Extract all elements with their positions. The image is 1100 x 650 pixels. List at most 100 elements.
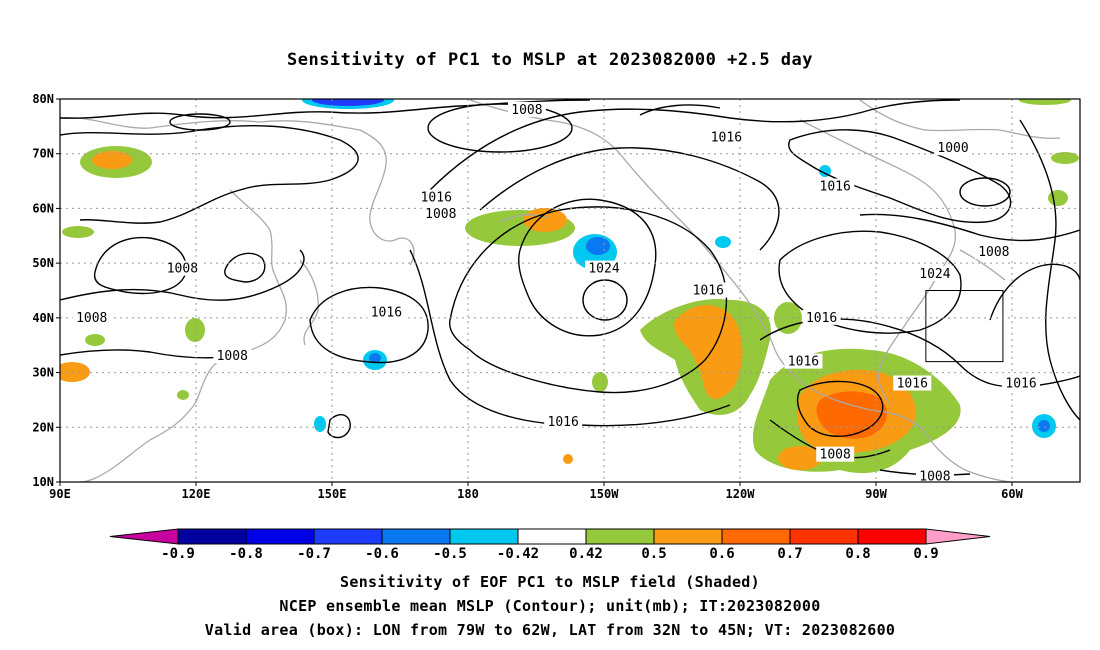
coastlines: [60, 99, 1061, 482]
lat-tick-label: 20N: [32, 420, 54, 434]
contour-label: 1008: [425, 207, 456, 222]
colorbar-swatch: [177, 528, 247, 545]
contour-label-bg: [1002, 375, 1041, 391]
colorbar-high-arrow: [925, 528, 991, 545]
contour-label-bg: [213, 348, 252, 364]
colorbar-swatch: [789, 528, 859, 545]
colorbar-swatch: [585, 528, 655, 545]
lat-tick-label: 70N: [32, 147, 54, 161]
positive-shade: [62, 226, 94, 238]
map-title: Sensitivity of PC1 to MSLP at 2023082000…: [286, 50, 813, 70]
contour-labels: 1008 1016 1000 1016 1008 1016 1008 1008 1024 1024…: [72, 101, 1041, 485]
negative-shade: [312, 99, 384, 106]
colorbar-label: 0.6: [709, 546, 734, 562]
colorbar-swatch: [721, 528, 791, 545]
contour-label: 1016: [806, 311, 837, 326]
colorbar-swatch: [313, 528, 383, 545]
contour-label: 1016: [1005, 377, 1036, 392]
contour-label: 1008: [919, 470, 950, 485]
colorbar-swatch: [653, 528, 723, 545]
colorbar-swatch: [245, 528, 315, 545]
contour-label-bg: [507, 101, 546, 117]
positive-shade: [85, 334, 105, 346]
colorbar-label: 0.7: [777, 546, 802, 562]
contour-label-bg: [421, 205, 460, 221]
lon-tick-label: 150E: [318, 487, 347, 501]
colorbar-label: -0.5: [433, 546, 467, 562]
negative-shade: [369, 353, 381, 363]
lat-tick-label: 40N: [32, 311, 54, 325]
colorbar-label: 0.42: [569, 546, 603, 562]
contour-label-bg: [417, 189, 456, 205]
contour-label-bg: [585, 260, 623, 276]
colorbar-low-arrow: [109, 528, 179, 545]
negative-shade: [314, 416, 326, 432]
lon-tick-label: 180: [457, 487, 479, 501]
positive-shade: [1051, 152, 1079, 164]
contour-label: 1008: [978, 245, 1009, 260]
colorbar-label: -0.7: [297, 546, 331, 562]
caption-line-1: Sensitivity of EOF PC1 to MSLP field (Sh…: [340, 573, 760, 591]
positive-shade: [523, 208, 567, 232]
contour-label-bg: [974, 244, 1013, 260]
contour-label: 1016: [371, 305, 402, 320]
colorbar-swatch: [857, 528, 927, 545]
contour-label: 1016: [711, 130, 742, 145]
contour-label: 1008: [820, 448, 851, 463]
contour-label: 1024: [588, 262, 619, 277]
contour-label: 1016: [788, 355, 819, 370]
lon-tick-label: 120W: [726, 487, 756, 501]
contour-label-bg: [802, 309, 841, 325]
contour-label: 1016: [897, 377, 928, 392]
positive-shade: [592, 372, 608, 392]
lon-tick-label: 60W: [1001, 487, 1023, 501]
lat-tick-label: 10N: [32, 475, 54, 489]
caption-line-2: NCEP ensemble mean MSLP (Contour); unit(…: [279, 597, 821, 615]
positive-shade: [1048, 190, 1068, 206]
lat-tick-label: 50N: [32, 256, 54, 270]
sensitivity-shading: [60, 99, 1079, 474]
positive-shade: [185, 318, 205, 342]
positive-shade: [778, 446, 822, 470]
colorbar-swatch: [381, 528, 451, 545]
positive-shade: [177, 390, 189, 400]
contour-label-bg: [689, 282, 728, 298]
contour-label: 1016: [820, 180, 851, 195]
valid-area-box: [925, 290, 1004, 363]
colorbar: -0.9 -0.8 -0.7 -0.6 -0.5 -0.42 0.42 0.5 0.6 0.7 0.…: [109, 528, 991, 562]
contour-label-bg: [707, 129, 746, 145]
contour-label: 1008: [76, 311, 107, 326]
colorbar-label: 0.8: [845, 546, 870, 562]
mslp-contours: [60, 99, 1080, 476]
negative-shade: [586, 237, 610, 255]
negative-shade: [715, 236, 731, 248]
contour-label: 1008: [217, 349, 248, 364]
contour-label: 1008: [511, 103, 542, 118]
positive-shade: [92, 151, 132, 169]
colorbar-label: -0.42: [497, 546, 539, 562]
contour-label-bg: [816, 446, 855, 462]
colorbar-label: 0.9: [913, 546, 938, 562]
contour-label-bg: [893, 375, 932, 391]
positive-shade: [1019, 99, 1071, 105]
colorbar-swatch: [449, 528, 519, 545]
contour-label: 1024: [919, 267, 950, 282]
contour-label: 1008: [167, 262, 198, 277]
contour-label-bg: [816, 178, 855, 194]
lon-tick-label: 150W: [590, 487, 620, 501]
contour-label-bg: [367, 304, 406, 320]
positive-shade: [563, 454, 573, 464]
contour-label-bg: [934, 140, 973, 156]
contour-label-bg: [915, 266, 954, 282]
lat-tick-label: 60N: [32, 201, 54, 215]
lon-tick-label: 90E: [49, 487, 71, 501]
lon-tick-label: 120E: [182, 487, 211, 501]
lat-tick-label: 30N: [32, 366, 54, 380]
lat-tick-label: 80N: [32, 92, 54, 106]
colorbar-label: -0.6: [365, 546, 399, 562]
contour-label-bg: [784, 353, 823, 369]
lon-tick-label: 90W: [865, 487, 887, 501]
colorbar-label: 0.5: [641, 546, 666, 562]
